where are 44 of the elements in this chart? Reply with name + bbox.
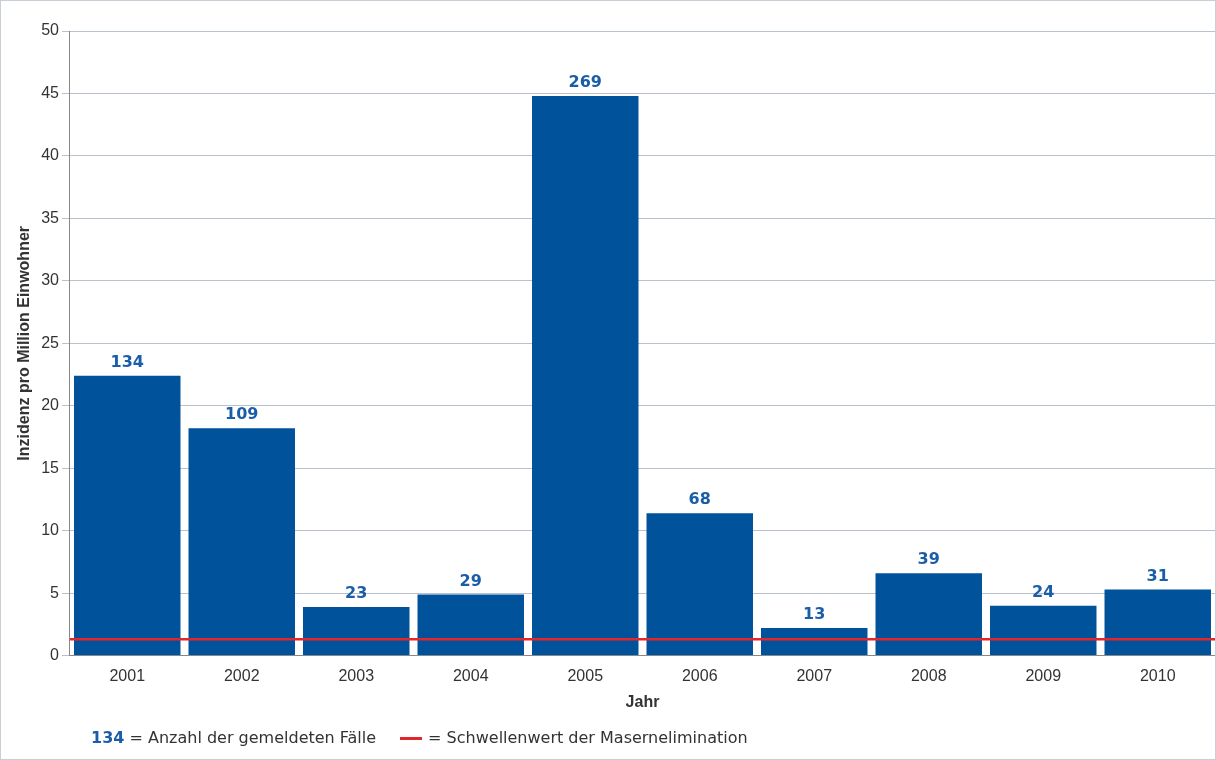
x-tick-label: 2005 <box>567 666 604 684</box>
y-tick-label: 15 <box>41 458 60 476</box>
bar <box>417 594 524 656</box>
annotation: 68 <box>688 489 711 509</box>
x-tick-label: 2002 <box>223 666 260 684</box>
annotation: 31 <box>1146 565 1169 585</box>
y-tick-label: 50 <box>41 21 60 39</box>
x-tick-label: 2001 <box>109 666 146 684</box>
y-tick-label: 30 <box>41 271 60 289</box>
bar <box>1104 589 1211 656</box>
annotation: 29 <box>459 570 482 590</box>
annotation: 39 <box>917 549 940 569</box>
x-tick-label: 2007 <box>796 666 833 684</box>
y-tick-label: 25 <box>41 333 60 351</box>
y-tick-label: 35 <box>41 208 60 226</box>
annotation: 13 <box>803 604 826 624</box>
x-tick-label: 2004 <box>452 666 489 684</box>
y-tick-label: 45 <box>41 83 60 101</box>
x-tick-label: 2003 <box>338 666 375 684</box>
annotation: 23 <box>345 583 368 603</box>
y-tick-label: 5 <box>50 583 60 601</box>
y-tick-label: 10 <box>41 521 60 539</box>
bar <box>188 428 295 656</box>
bar <box>532 95 639 656</box>
x-tick-label: 2006 <box>681 666 718 684</box>
annotation: 269 <box>568 72 602 92</box>
y-tick-label: 0 <box>50 646 60 664</box>
x-tick-label: 2008 <box>910 666 947 684</box>
y-tick-label: 20 <box>41 396 60 414</box>
legend-label: = Schwellenwert der Masernelimination <box>427 728 748 747</box>
bar <box>74 375 181 656</box>
x-tick-label: 2009 <box>1025 666 1062 684</box>
y-axis-title: Inzidenz pro Million Einwohner <box>15 225 33 461</box>
x-axis-title: Jahr <box>625 692 660 710</box>
x-tick-label: 2010 <box>1139 666 1176 684</box>
text: 134 = Anzahl der gemeldeten Fälle <box>91 728 377 747</box>
bar <box>303 606 410 656</box>
bar <box>990 605 1097 656</box>
annotation: 134 <box>110 351 144 371</box>
bar <box>646 513 753 656</box>
y-tick-label: 40 <box>41 146 60 164</box>
annotation: 24 <box>1032 581 1055 601</box>
annotation: 109 <box>225 404 259 424</box>
bar <box>875 573 982 656</box>
